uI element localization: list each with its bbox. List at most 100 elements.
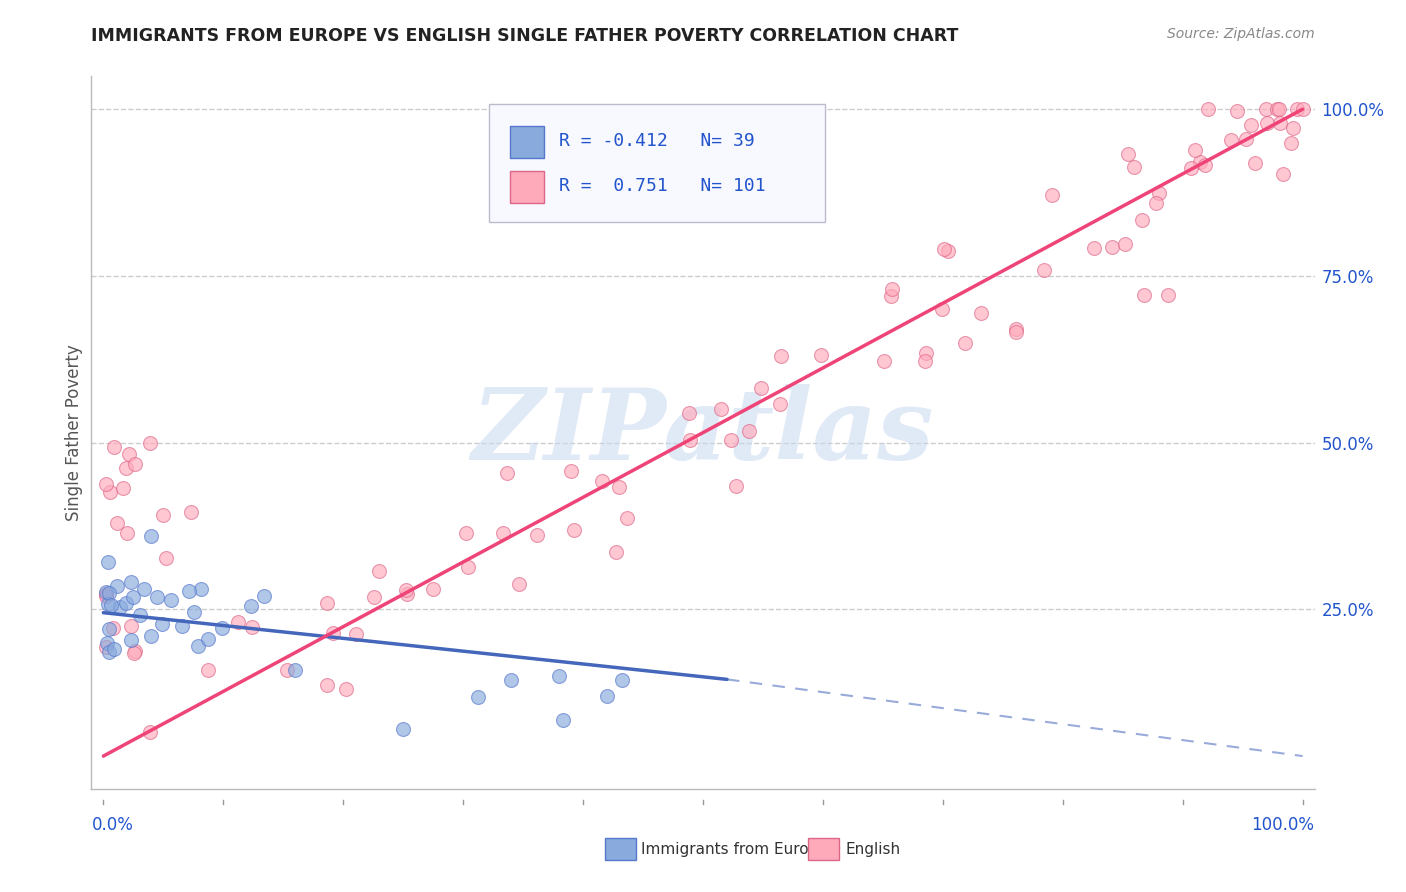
Point [931,301,953,316]
Point [596,689,619,703]
Point [122,646,145,660]
Point [1005,325,1028,339]
Point [1226,104,1249,119]
Point [94,587,117,601]
Point [1033,263,1056,277]
Text: ZIPatlas: ZIPatlas [472,384,934,481]
Point [1194,158,1216,172]
FancyBboxPatch shape [510,126,544,158]
Point [934,242,956,256]
Point [560,464,582,478]
Point [94,477,117,491]
Point [605,545,627,559]
Point [110,599,132,614]
Point [146,591,169,605]
Point [915,345,938,359]
Point [607,480,630,494]
Point [1291,102,1313,116]
Point [749,381,772,395]
Point [969,306,991,320]
Point [160,593,183,607]
Point [1197,102,1219,116]
Point [873,353,896,368]
Point [98,645,121,659]
Point [492,526,515,541]
Point [322,626,344,640]
Point [141,529,163,543]
Point [316,678,339,692]
Point [499,673,522,687]
Point [392,723,415,737]
Point [115,461,138,475]
Point [1144,196,1167,211]
Point [395,582,418,597]
Point [422,582,444,597]
Point [197,632,219,646]
Y-axis label: Single Father Poverty: Single Father Poverty [65,344,83,521]
Point [610,673,633,688]
Point [124,457,146,471]
Point [103,641,125,656]
Point [344,627,367,641]
Point [190,582,212,596]
Point [1130,213,1153,227]
Point [100,598,122,612]
Point [1133,288,1156,302]
Point [914,354,936,368]
FancyBboxPatch shape [510,170,544,202]
Point [936,244,959,258]
Point [678,406,700,420]
Point [94,584,117,599]
Point [335,682,357,697]
Point [97,597,120,611]
Text: Immigrants from Europe: Immigrants from Europe [641,842,828,856]
Point [1180,161,1202,175]
Point [738,424,761,438]
Point [1267,102,1289,116]
Point [467,690,489,704]
Point [98,586,121,600]
Point [132,582,155,596]
Text: R =  0.751   N= 101: R = 0.751 N= 101 [558,178,765,195]
Point [454,526,477,541]
Point [1220,133,1243,147]
Point [226,615,249,630]
Point [284,663,307,677]
Point [526,528,548,542]
Point [94,589,117,603]
Point [240,620,263,634]
Point [105,516,128,530]
Point [96,636,118,650]
Point [679,433,702,447]
Point [253,589,276,603]
Point [495,466,517,480]
Point [1157,287,1180,301]
Point [1101,240,1123,254]
Point [1184,144,1206,158]
Point [1268,116,1291,130]
Point [120,619,142,633]
Point [94,640,117,654]
Point [1279,136,1302,150]
Point [1282,121,1305,136]
Point [769,396,792,410]
Point [1240,118,1263,132]
Point [177,584,200,599]
Point [551,713,574,727]
Point [1083,241,1105,255]
Point [1234,132,1257,146]
Point [1005,322,1028,336]
Point [138,724,160,739]
Point [616,511,638,525]
Point [367,564,389,578]
Point [114,596,136,610]
Point [720,433,742,447]
Point [107,579,129,593]
Point [129,608,152,623]
FancyBboxPatch shape [489,104,825,222]
Point [141,629,163,643]
Point [276,664,298,678]
Text: Source: ZipAtlas.com: Source: ZipAtlas.com [1167,27,1315,41]
Point [112,481,135,495]
Text: R = -0.412   N= 39: R = -0.412 N= 39 [558,133,755,151]
